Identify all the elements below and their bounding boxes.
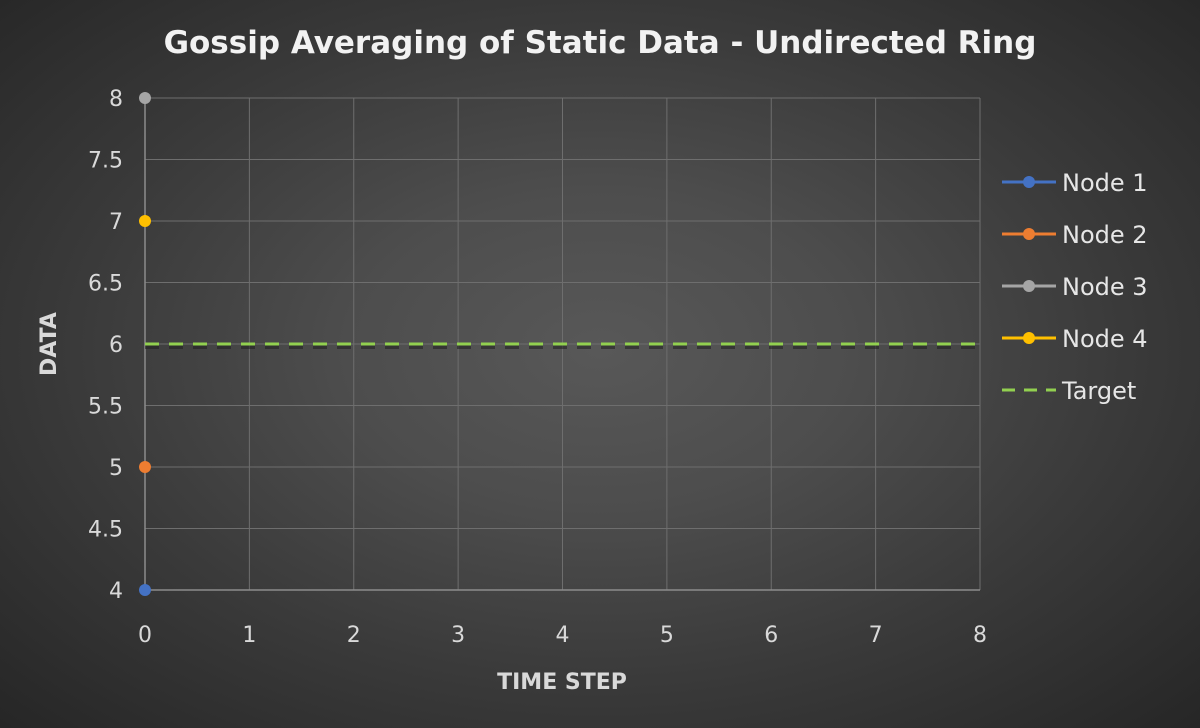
legend-swatch-marker-node-2 — [1023, 228, 1035, 240]
legend: Node 1 Node 2 Node 3 Node 4 Target — [1002, 169, 1148, 405]
node-3-point — [139, 92, 151, 104]
y-tick-label: 6 — [109, 333, 123, 358]
x-tick-label: 3 — [451, 623, 465, 648]
x-tick-labels: 0 1 2 3 4 5 6 7 8 — [138, 623, 987, 648]
x-axis-title: TIME STEP — [497, 670, 627, 695]
x-tick-label: 5 — [660, 623, 674, 648]
legend-label-node-2: Node 2 — [1062, 221, 1148, 249]
x-tick-label: 1 — [242, 623, 256, 648]
y-tick-label: 7 — [109, 210, 123, 235]
y-tick-label: 5 — [109, 456, 123, 481]
x-tick-label: 8 — [973, 623, 987, 648]
y-tick-labels: 4 4.5 5 5.5 6 6.5 7 7.5 8 — [88, 87, 123, 604]
x-tick-label: 6 — [764, 623, 778, 648]
x-tick-label: 7 — [869, 623, 883, 648]
legend-label-node-1: Node 1 — [1062, 169, 1148, 197]
y-axis-title: DATA — [37, 312, 62, 376]
chart-title: Gossip Averaging of Static Data - Undire… — [164, 25, 1037, 61]
node-1-point — [139, 584, 151, 596]
x-tick-label: 0 — [138, 623, 152, 648]
legend-swatch-marker-node-3 — [1023, 280, 1035, 292]
y-tick-label: 7.5 — [88, 149, 123, 174]
legend-swatch-marker-node-1 — [1023, 176, 1035, 188]
x-tick-label: 4 — [556, 623, 570, 648]
y-tick-label: 4 — [109, 579, 123, 604]
legend-label-target: Target — [1061, 377, 1136, 405]
node-2-point — [139, 461, 151, 473]
legend-label-node-4: Node 4 — [1062, 325, 1148, 353]
legend-swatch-marker-node-4 — [1023, 332, 1035, 344]
legend-label-node-3: Node 3 — [1062, 273, 1148, 301]
y-tick-label: 4.5 — [88, 518, 123, 543]
node-4-point — [139, 215, 151, 227]
y-tick-label: 8 — [109, 87, 123, 112]
series — [139, 92, 980, 596]
y-tick-label: 5.5 — [88, 395, 123, 420]
x-tick-label: 2 — [347, 623, 361, 648]
y-tick-label: 6.5 — [88, 272, 123, 297]
